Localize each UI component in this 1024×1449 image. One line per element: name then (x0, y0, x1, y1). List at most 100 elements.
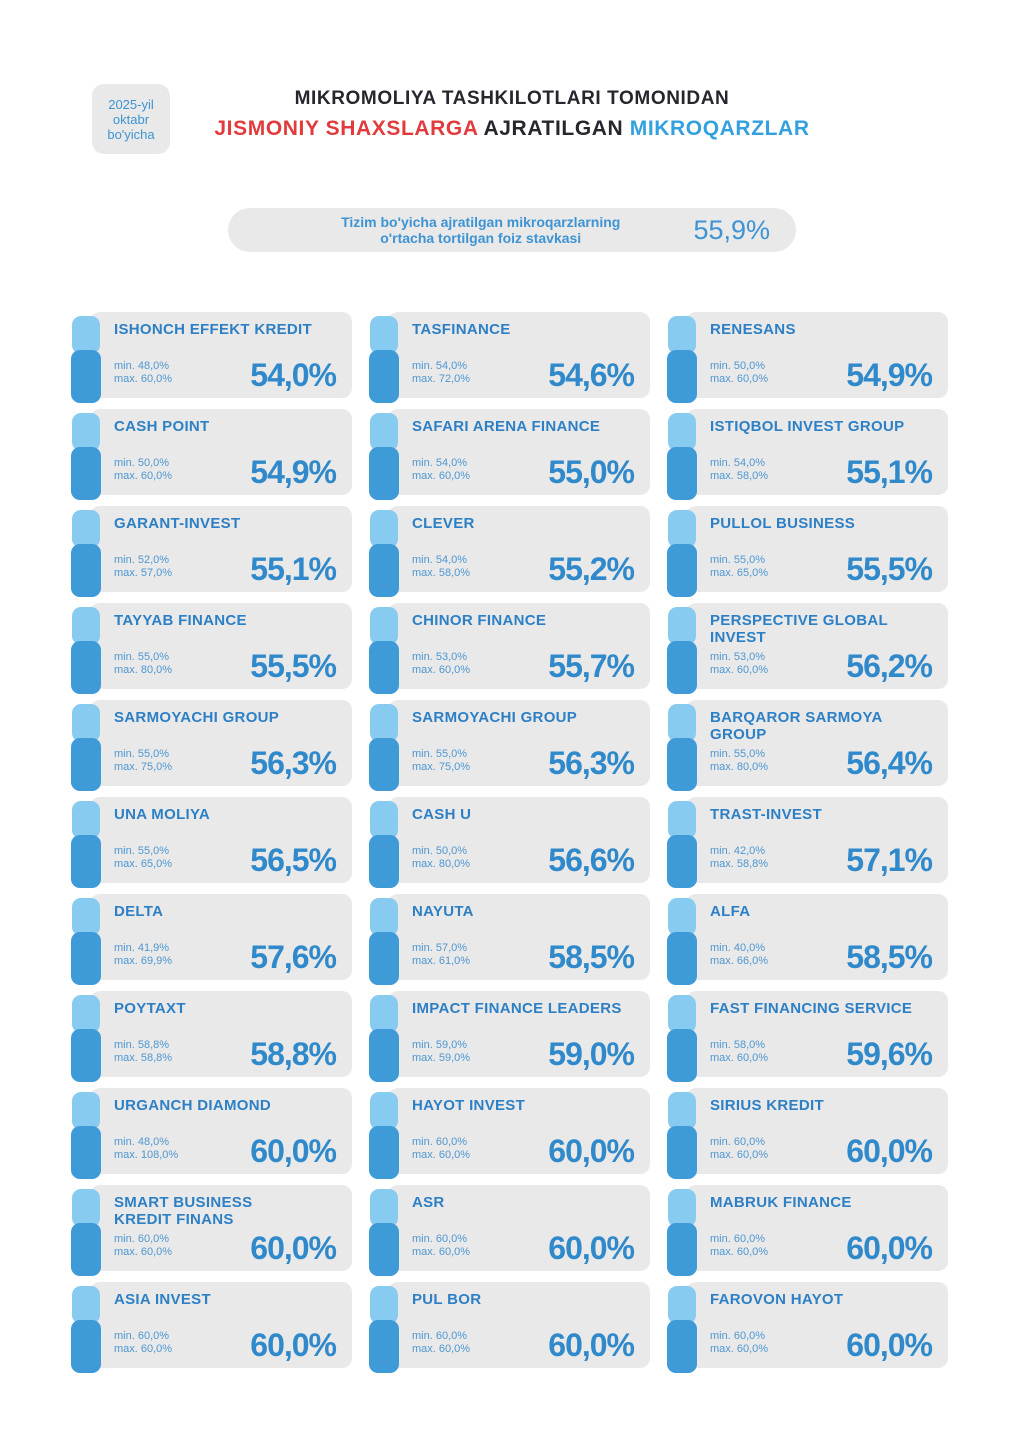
tab-accent-dark (71, 738, 101, 791)
org-card-bottom: min. 50,0% max. 60,0% 54,9% (710, 357, 933, 393)
org-avg-rate: 58,5% (548, 939, 635, 975)
tab-accent-dark (369, 1320, 399, 1373)
org-minmax: min. 60,0% max. 60,0% (412, 1233, 470, 1263)
org-max-rate: max. 58,0% (710, 470, 769, 482)
org-card-bottom: min. 54,0% max. 58,0% 55,2% (412, 553, 635, 585)
system-average-value: 55,9% (693, 214, 770, 245)
tab-accent-light (72, 607, 100, 645)
tab-accent-dark (369, 738, 399, 791)
org-avg-rate: 59,0% (548, 1036, 635, 1072)
org-min-rate: min. 57,0% (412, 942, 468, 954)
tab-accent-dark (71, 1320, 101, 1373)
org-name: SMART BUSINESS KREDIT FINANS (114, 1194, 253, 1228)
org-max-rate: max. 57,0% (114, 567, 173, 579)
org-name: SIRIUS KREDIT (710, 1097, 824, 1114)
tab-accent-dark (369, 932, 399, 985)
tab-accent-light (370, 995, 398, 1033)
org-avg-rate: 56,2% (846, 648, 933, 684)
org-card-bottom: min. 54,0% max. 60,0% 55,0% (412, 456, 635, 488)
org-name: PUL BOR (412, 1291, 482, 1308)
org-name: PULLOL BUSINESS (710, 515, 856, 532)
org-card: SARMOYACHI GROUP min. 55,0% max. 75,0% 5… (369, 700, 650, 791)
org-minmax: min. 55,0% max. 80,0% (114, 651, 172, 681)
tab-accent-dark (71, 1223, 101, 1276)
tab-accent-dark (369, 641, 399, 694)
org-min-rate: min. 60,0% (412, 1330, 468, 1342)
tab-accent-light (72, 801, 100, 839)
org-min-rate: min. 60,0% (710, 1136, 766, 1148)
org-card: SIRIUS KREDIT min. 60,0% max. 60,0% 60,0… (667, 1088, 948, 1179)
org-avg-rate: 60,0% (846, 1230, 933, 1266)
org-min-rate: min. 53,0% (412, 651, 468, 663)
tab-accent-light (668, 316, 696, 354)
org-card-bottom: min. 55,0% max. 75,0% 56,3% (412, 747, 635, 779)
org-max-rate: max. 108,0% (114, 1149, 179, 1161)
org-avg-rate: 55,7% (548, 648, 635, 684)
tab-accent-light (72, 995, 100, 1033)
org-minmax: min. 55,0% max. 65,0% (114, 845, 172, 875)
tab-accent-light (72, 510, 100, 548)
org-card-bottom: min. 60,0% max. 60,0% 60,0% (114, 1329, 337, 1361)
org-min-rate: min. 58,0% (710, 1039, 766, 1051)
tab-accent-dark (667, 544, 697, 597)
org-max-rate: max. 65,0% (114, 858, 173, 870)
org-card: URGANCH DIAMOND min. 48,0% max. 108,0% 6… (71, 1088, 352, 1179)
org-card-bottom: min. 48,0% max. 108,0% 60,0% (114, 1135, 337, 1167)
org-minmax: min. 50,0% max. 60,0% (114, 457, 172, 487)
org-name: BARQAROR SARMOYA GROUP (710, 709, 883, 743)
org-min-rate: min. 60,0% (114, 1233, 170, 1245)
tab-accent-light (668, 1286, 696, 1324)
tab-accent-light (370, 510, 398, 548)
org-card-bottom: min. 55,0% max. 75,0% 56,3% (114, 745, 337, 781)
org-card: NAYUTA min. 57,0% max. 61,0% 58,5% (369, 894, 650, 985)
tab-accent-light (668, 413, 696, 451)
org-avg-rate: 56,3% (250, 745, 337, 781)
org-minmax: min. 42,0% max. 58,8% (710, 845, 768, 875)
tab-accent-dark (667, 641, 697, 694)
org-name: SARMOYACHI GROUP (114, 709, 280, 726)
tab-accent-light (72, 898, 100, 936)
org-card-bottom: min. 55,0% max. 80,0% 55,5% (114, 650, 337, 682)
org-card-bottom: min. 42,0% max. 58,8% 57,1% (710, 844, 933, 876)
org-card-bottom: min. 60,0% max. 60,0% 60,0% (710, 1230, 933, 1266)
org-minmax: min. 58,8% max. 58,8% (114, 1039, 172, 1069)
org-card: ISHONCH EFFEKT KREDIT min. 48,0% max. 60… (71, 312, 352, 403)
title-line1: MIKROMOLIYA TASHKILOTLARI TOMONIDAN (294, 88, 730, 109)
org-card-bottom: min. 55,0% max. 65,0% 55,5% (710, 551, 933, 587)
org-min-rate: min. 60,0% (412, 1136, 468, 1148)
org-name: ASR (412, 1194, 445, 1211)
org-avg-rate: 54,9% (846, 357, 933, 393)
org-minmax: min. 55,0% max. 80,0% (710, 748, 768, 778)
org-card-bottom: min. 57,0% max. 61,0% 58,5% (412, 939, 635, 975)
org-minmax: min. 60,0% max. 60,0% (114, 1330, 172, 1360)
org-minmax: min. 53,0% max. 60,0% (412, 651, 470, 681)
org-min-rate: min. 41,9% (114, 942, 170, 954)
org-card-bottom: min. 40,0% max. 66,0% 58,5% (710, 941, 933, 973)
org-max-rate: max. 61,0% (412, 955, 471, 967)
tab-accent-dark (71, 544, 101, 597)
org-min-rate: min. 53,0% (710, 651, 766, 663)
org-card: TAYYAB FINANCE min. 55,0% max. 80,0% 55,… (71, 603, 352, 694)
org-avg-rate: 55,5% (846, 551, 933, 587)
org-card: CASH U min. 50,0% max. 80,0% 56,6% (369, 797, 650, 888)
org-card: ISTIQBOL INVEST GROUP min. 54,0% max. 58… (667, 409, 948, 500)
org-max-rate: max. 60,0% (114, 1246, 173, 1258)
org-name: URGANCH DIAMOND (114, 1097, 271, 1114)
org-card-bottom: min. 55,0% max. 80,0% 56,4% (710, 747, 933, 779)
org-card-bottom: min. 60,0% max. 60,0% 60,0% (412, 1329, 635, 1361)
org-minmax: min. 53,0% max. 60,0% (710, 651, 768, 681)
org-card-bottom: min. 60,0% max. 60,0% 60,0% (710, 1329, 933, 1361)
org-avg-rate: 54,9% (250, 454, 337, 490)
org-card-bottom: min. 60,0% max. 60,0% 60,0% (412, 1232, 635, 1264)
org-max-rate: max. 60,0% (710, 1149, 769, 1161)
org-min-rate: min. 54,0% (412, 360, 468, 372)
org-max-rate: max. 80,0% (412, 858, 471, 870)
org-avg-rate: 60,0% (250, 1230, 337, 1266)
org-max-rate: max. 60,0% (710, 373, 769, 385)
tab-accent-dark (667, 1029, 697, 1082)
org-card: UNA MOLIYA min. 55,0% max. 65,0% 56,5% (71, 797, 352, 888)
org-max-rate: max. 60,0% (114, 373, 173, 385)
org-max-rate: max. 65,0% (710, 567, 769, 579)
org-card: PUL BOR min. 60,0% max. 60,0% 60,0% (369, 1282, 650, 1373)
tab-accent-dark (71, 350, 101, 403)
